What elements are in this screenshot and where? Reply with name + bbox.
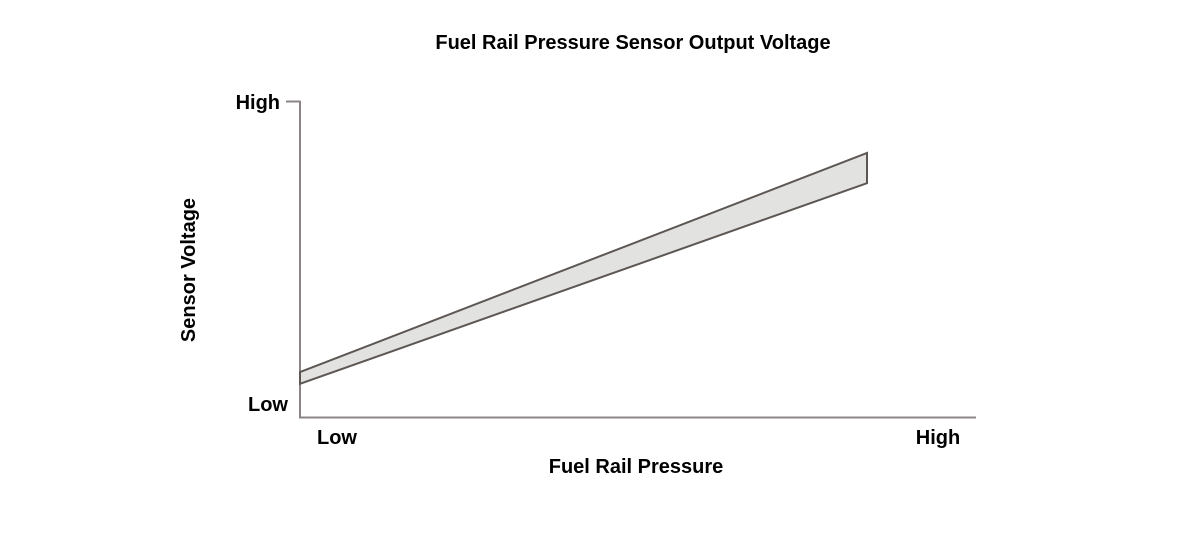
sensor-output-band [299, 151, 868, 386]
y-axis-label: Sensor Voltage [178, 197, 200, 343]
x-axis-label: Fuel Rail Pressure [548, 456, 724, 478]
chart-title: Fuel Rail Pressure Sensor Output Voltage [435, 32, 831, 54]
x-tick-label-low: Low [317, 427, 357, 449]
y-axis-line [286, 100, 301, 419]
y-tick-label-high: High [235, 92, 280, 114]
y-tick-label-low: Low [248, 394, 288, 416]
x-tick-label-high: High [915, 427, 961, 449]
